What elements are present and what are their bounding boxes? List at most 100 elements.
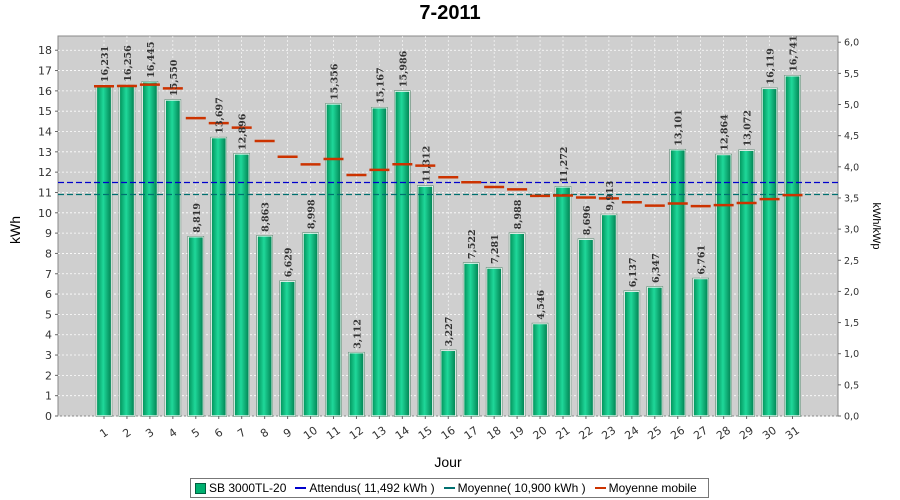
x-tick-label: 4: [166, 426, 179, 441]
data-label: 8,988: [513, 199, 524, 229]
bar: [141, 81, 158, 417]
bar: [371, 107, 388, 417]
legend-item: Attendus( 11,492 kWh ): [295, 481, 435, 495]
x-tick-label: 24: [622, 424, 641, 443]
x-tick-label: 31: [783, 424, 802, 443]
x-tick-label: 21: [554, 424, 573, 443]
y2-tick-label: 2,5: [844, 256, 859, 267]
y-tick-label: 9: [45, 227, 52, 240]
bars-layer: [95, 75, 801, 417]
bar: [394, 90, 411, 417]
y2-axis-label: kWh/kWp: [870, 202, 882, 249]
x-tick-label: 16: [439, 424, 458, 443]
bar: [784, 75, 801, 417]
x-tick-label: 10: [301, 424, 320, 443]
data-label: 4,546: [536, 289, 547, 319]
legend: SB 3000TL-20 Attendus( 11,492 kWh ) Moyenn…: [190, 478, 709, 498]
legend-item: SB 3000TL-20: [195, 481, 286, 495]
x-tick-label: 9: [281, 426, 294, 441]
bar: [233, 153, 250, 417]
x-tick-label: 27: [691, 424, 710, 443]
data-label: 7,281: [490, 234, 501, 264]
bar: [761, 87, 778, 417]
y-tick-label: 11: [38, 186, 52, 199]
y2-tick-label: 5,5: [844, 69, 859, 80]
data-label: 8,696: [582, 205, 593, 235]
x-tick-label: 2: [120, 426, 133, 441]
x-tick-label: 7: [235, 426, 248, 441]
data-label: 16,445: [146, 41, 157, 77]
data-label: 8,819: [192, 203, 203, 233]
data-label: 15,986: [398, 50, 409, 87]
data-label: 16,256: [123, 45, 134, 82]
y2-tick-label: 3,0: [844, 225, 859, 236]
data-label: 8,863: [261, 202, 272, 232]
y-tick-label: 14: [38, 126, 52, 139]
bar: [210, 137, 227, 417]
bar: [440, 349, 457, 417]
y2-tick-label: 1,5: [844, 318, 859, 329]
y-tick-label: 4: [45, 329, 52, 342]
x-axis-label: Jour: [434, 454, 462, 470]
legend-label: Attendus( 11,492 kWh ): [309, 481, 435, 495]
bar: [577, 238, 595, 417]
data-label: 15,167: [375, 67, 386, 103]
legend-swatch: [295, 487, 307, 489]
y2-tick-label: 3,5: [844, 193, 859, 204]
x-tick-label: 5: [189, 426, 202, 441]
y2-tick-label: 1,0: [844, 349, 859, 360]
bar: [302, 232, 319, 417]
bar: [164, 99, 181, 417]
data-label: 7,522: [467, 229, 478, 259]
y2-tick-label: 4,5: [844, 131, 859, 142]
x-tick-label: 12: [347, 424, 366, 443]
bar: [554, 186, 572, 417]
x-tick-label: 6: [212, 426, 225, 441]
bar: [486, 267, 503, 417]
x-tick-label: 20: [531, 424, 550, 443]
x-tick-label: 26: [668, 424, 687, 443]
bar: [95, 85, 113, 417]
x-tick-label: 22: [576, 424, 595, 443]
y-tick-label: 16: [38, 85, 52, 98]
data-label: 6,347: [651, 253, 662, 283]
data-label: 13,697: [215, 97, 226, 133]
bar: [187, 236, 204, 417]
bar: [623, 290, 640, 417]
bar: [646, 286, 663, 417]
y-tick-label: 0: [45, 410, 52, 423]
x-tick-label: 30: [760, 424, 779, 443]
x-tick-label: 28: [714, 424, 733, 443]
y2-tick-label: 4,0: [844, 162, 859, 173]
legend-label: SB 3000TL-20: [209, 481, 287, 495]
y-tick-label: 1: [45, 390, 52, 403]
bar: [531, 323, 549, 417]
bar: [256, 235, 273, 417]
y-tick-label: 12: [38, 166, 52, 179]
y-tick-label: 6: [45, 288, 52, 301]
data-label: 11,312: [421, 146, 432, 182]
x-tick-label: 19: [508, 424, 527, 443]
x-tick-label: 23: [599, 424, 618, 443]
data-label: 12,896: [238, 113, 249, 150]
data-label: 13,072: [743, 110, 754, 146]
data-label: 13,101: [674, 109, 685, 145]
x-tick-label: 17: [462, 424, 481, 443]
y-tick-label: 15: [38, 105, 52, 118]
bar: [279, 280, 296, 417]
y-tick-label: 13: [38, 146, 52, 159]
y-tick-label: 8: [45, 247, 52, 260]
data-label: 9,913: [605, 181, 616, 211]
labels-layer: 16,231 16,256 16,445 15,550 8,819 13,697 12,89…: [100, 35, 800, 348]
bar: [692, 278, 709, 417]
data-label: 15,550: [169, 59, 180, 96]
x-tick-label: 8: [258, 426, 271, 441]
data-label: 16,741: [789, 35, 800, 71]
data-label: 3,112: [352, 319, 363, 349]
x-tick-label: 18: [485, 424, 504, 443]
bar: [509, 232, 526, 417]
bar: [463, 262, 480, 417]
data-label: 6,761: [697, 245, 708, 275]
y-tick-label: 5: [45, 308, 52, 321]
y2-tick-label: 5,0: [844, 100, 859, 111]
